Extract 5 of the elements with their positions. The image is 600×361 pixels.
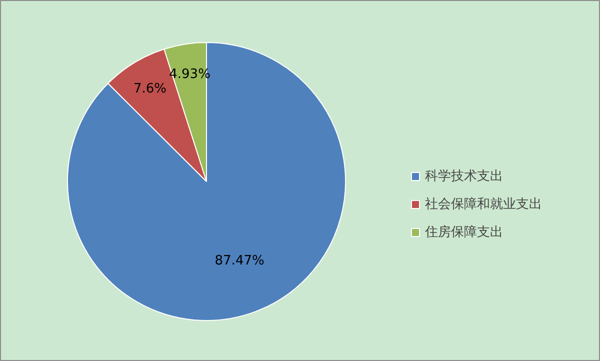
legend-label: 住房保障支出: [425, 224, 503, 241]
legend-label: 科学技术支出: [425, 168, 503, 185]
legend-label: 社会保障和就业支出: [425, 196, 542, 213]
data-label: 87.47%: [214, 254, 264, 269]
data-label: 7.6%: [133, 81, 166, 96]
